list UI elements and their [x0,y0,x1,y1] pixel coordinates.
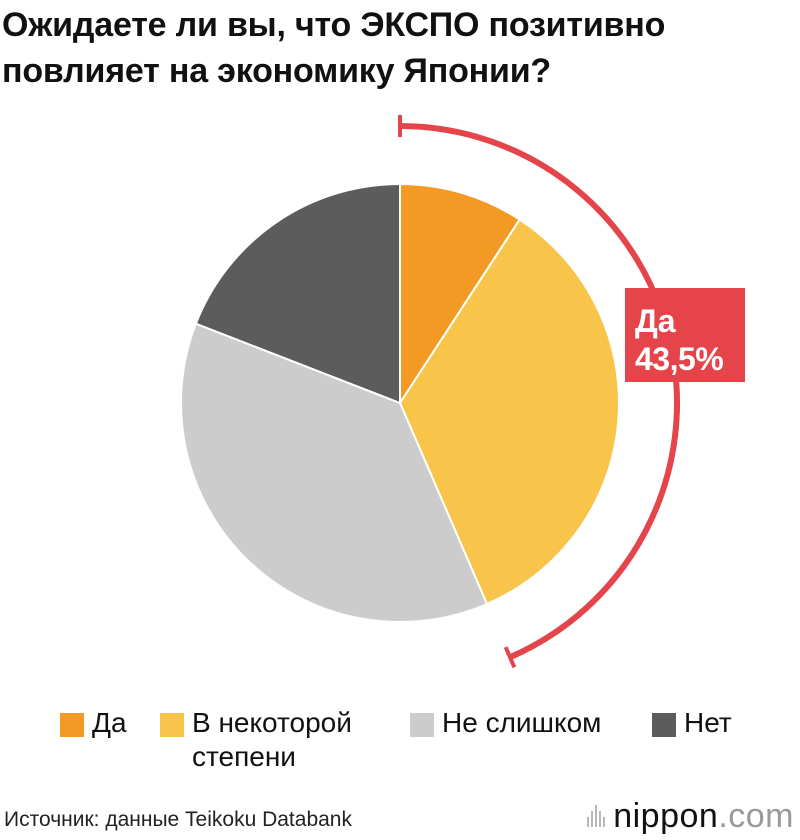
annotation-tick-end [503,646,517,669]
annotation-callout: Да 43,5% [625,288,745,382]
pie-slice-somewhat [399,218,621,605]
legend-swatch-no [652,713,676,737]
pie-slice-yes [399,183,521,404]
legend-label-no: Нет [684,707,732,738]
legend-label-yes: Да [92,707,127,738]
annotation-value: 43,5% [635,341,723,377]
legend-label-not-much: Не слишком [442,707,602,738]
chart-title: Ожидаете ли вы, что ЭКСПО позитивно повл… [2,2,798,94]
brand-logo: nippon.com [587,798,794,834]
legend-swatch-not-much [410,713,434,737]
chart-title-line-1: Ожидаете ли вы, что ЭКСПО позитивно [2,6,666,44]
chart-title-line-2: повлияет на экономику Японии? [2,52,551,90]
annotation-box [625,288,745,382]
pie-slices [180,183,621,623]
legend: Да В некоторой степени Не слишком Нет [60,706,780,776]
pie-slice-no [194,183,401,404]
annotation-label: Да [635,303,676,339]
source-note: Источник: данные Teikoku Databank [4,808,352,831]
legend-swatch-yes [60,713,84,737]
brand-wordmark: nippon.com [613,798,794,834]
nippon-logo-icon [587,805,606,827]
pie-chart: Да 43,5% [180,115,745,669]
brand-suffix: .com [718,797,794,835]
legend-swatch-somewhat [160,713,184,737]
pie-slice-not-much [180,322,488,623]
brand-main: nippon [613,797,719,835]
legend-label-somewhat: В некоторой степени [192,707,352,772]
